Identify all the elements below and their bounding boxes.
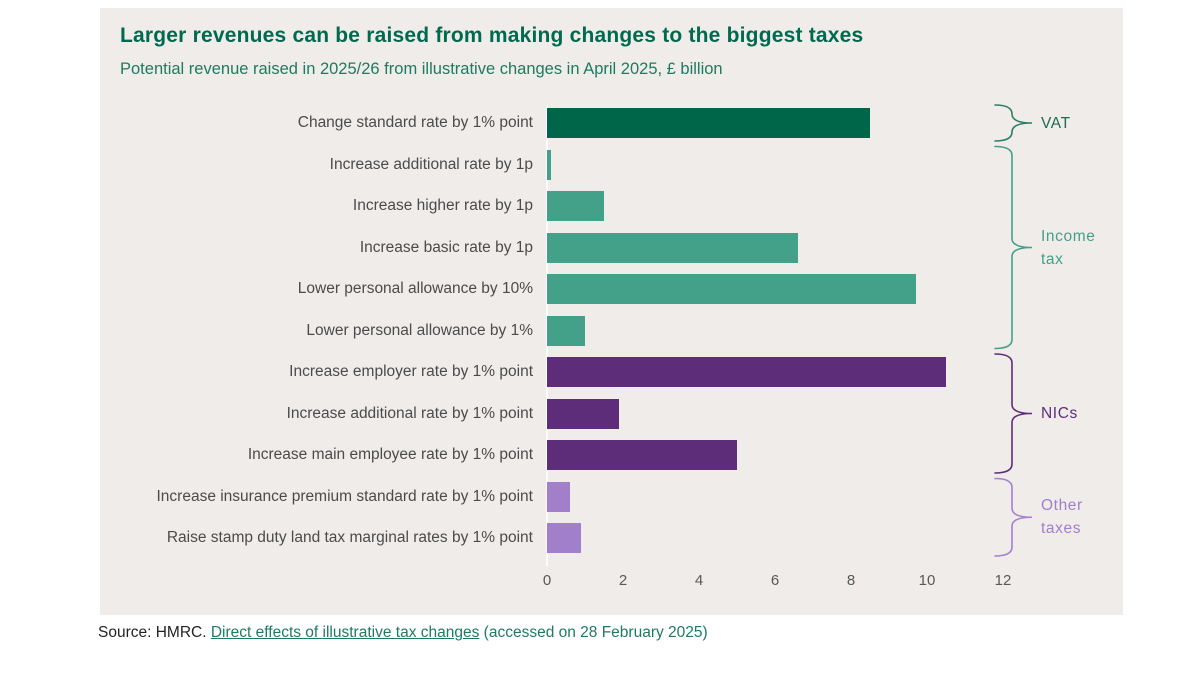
chart-title: Larger revenues can be raised from makin… [120,24,864,47]
group-label-line: Income [1041,227,1096,245]
chart-row: Increase employer rate by 1% point [100,357,1123,387]
x-tick-label: 2 [618,572,628,589]
bar [547,315,585,346]
chart-row: Increase insurance premium standard rate… [100,481,1123,512]
bar [547,398,620,429]
bar [547,481,570,512]
group-label-line: Other [1041,497,1083,515]
bar [547,357,946,387]
group-label-line: tax [1041,250,1064,268]
source-prefix: Source: HMRC. [98,624,211,641]
category-label: Change standard rate by 1% point [297,114,533,131]
group-label-vat: VAT [1041,112,1071,135]
bar [547,274,916,304]
category-label: Increase additional rate by 1% point [286,404,533,422]
chart-row: Increase basic rate by 1p [100,232,1123,263]
chart-subtitle: Potential revenue raised in 2025/26 from… [120,60,723,78]
chart-row: Increase higher rate by 1p [100,191,1123,221]
category-label: Increase employer rate by 1% point [289,363,533,380]
x-tick-label: 0 [542,572,552,589]
chart-row: Increase main employee rate by 1% point [100,440,1123,470]
category-label: Increase additional rate by 1p [329,155,533,173]
bar-chart: Change standard rate by 1% point Increase… [100,8,1123,615]
bar [547,440,737,470]
chart-row: Raise stamp duty land tax marginal rates… [100,523,1123,553]
group-label-income-tax: Income tax [1041,225,1095,271]
source-line: Source: HMRC. Direct effects of illustra… [98,624,708,642]
chart-row: Increase additional rate by 1p [100,149,1123,180]
group-label-line: VAT [1041,114,1071,132]
category-label: Lower personal allowance by 1% [306,321,533,339]
bar [547,232,798,263]
group-label-line: NICs [1041,405,1078,422]
category-label: Increase higher rate by 1p [352,197,533,214]
group-label-other-taxes: Other taxes [1041,494,1083,540]
chart-row: Change standard rate by 1% point [100,108,1123,138]
source-link[interactable]: Direct effects of illustrative tax chang… [210,624,480,641]
x-tick-label: 4 [694,572,704,589]
x-tick-label: 6 [770,572,780,589]
category-label: Increase main employee rate by 1% point [247,446,533,463]
bar [547,191,604,221]
x-tick-label: 8 [846,572,856,589]
bar [547,523,582,553]
group-label-line: taxes [1041,520,1082,538]
chart-row: Lower personal allowance by 10% [100,274,1123,304]
chart-row: Lower personal allowance by 1% [100,315,1123,346]
bar [547,108,870,138]
x-tick-label: 12 [994,572,1012,589]
category-label: Increase basic rate by 1p [359,238,533,256]
category-label: Increase insurance premium standard rate… [156,487,533,505]
bar [547,149,551,180]
group-label-nics: NICs [1041,402,1078,425]
chart-panel: Larger revenues can be raised from makin… [100,8,1123,615]
source-accessed-note: (accessed on 28 February 2025) [479,624,708,641]
category-label: Lower personal allowance by 10% [297,280,533,297]
chart-row: Increase additional rate by 1% point [100,398,1123,429]
category-label: Raise stamp duty land tax marginal rates… [166,529,533,546]
x-tick-label: 10 [918,572,936,589]
